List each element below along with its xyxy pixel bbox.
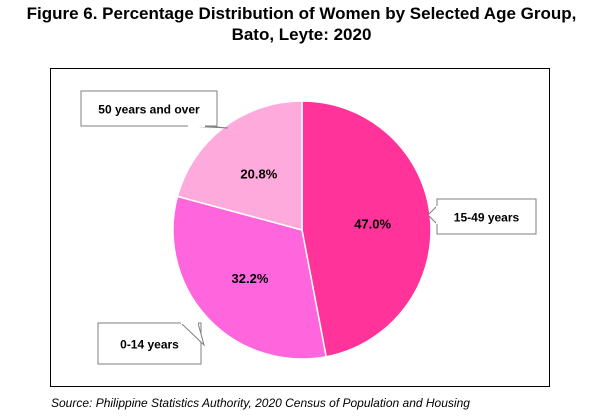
source-note: Source: Philippine Statistics Authority,… <box>51 396 470 410</box>
legend-label-15-49-years: 15-49 years <box>454 211 520 225</box>
pie-value-label-0-14-years: 32.2% <box>232 271 269 286</box>
chart-area <box>50 68 550 387</box>
callout-box-50-years-and-over <box>80 90 218 127</box>
chart-title-line-1: Figure 6. Percentage Distribution of Wom… <box>26 4 577 23</box>
pie-value-label-15-49-years: 47.0% <box>354 216 391 231</box>
callout-50-years-and-over: 50 years and over <box>80 90 229 129</box>
chart-title-line-2: Bato, Leyte: 2020 <box>231 25 372 44</box>
callout-15-49-years: 15-49 years <box>427 198 537 235</box>
legend-label-0-14-years: 0-14 years <box>120 338 179 352</box>
chart-title: Figure 6. Percentage Distribution of Wom… <box>0 3 603 45</box>
callout-box-0-14-years <box>97 322 202 365</box>
callout-0-14-years: 0-14 years <box>97 322 205 365</box>
pie-slice-0-14-years <box>172 195 328 360</box>
pie-value-label-50-years-and-over: 20.8% <box>240 167 277 182</box>
callout-box-15-49-years <box>436 198 537 235</box>
legend-label-50-years-and-over: 50 years and over <box>98 103 200 117</box>
